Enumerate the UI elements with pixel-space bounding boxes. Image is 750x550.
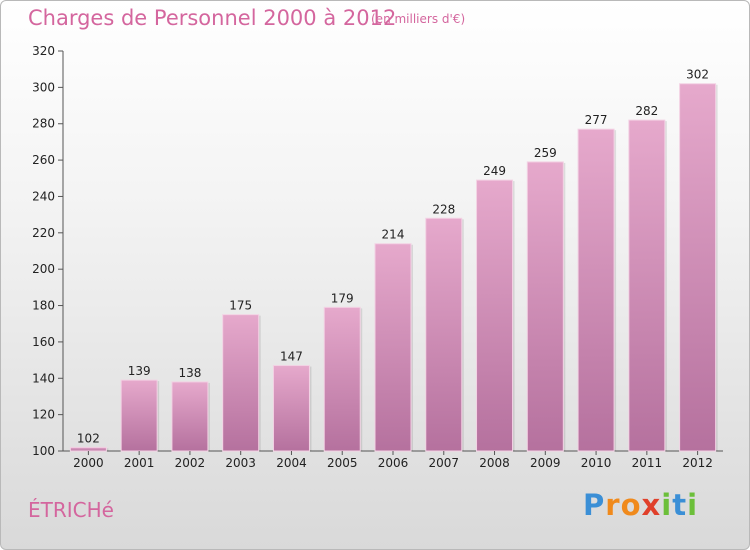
value-label-2005: 179 xyxy=(331,291,354,305)
logo-letter: i xyxy=(661,488,673,522)
y-tick-label: 240 xyxy=(32,189,55,203)
x-tick-label-2005: 2005 xyxy=(327,456,358,470)
x-tick-label-2008: 2008 xyxy=(479,456,510,470)
town-name: ÉTRICHé xyxy=(28,498,114,522)
proxiti-logo: Proxiti xyxy=(583,488,698,522)
bar-2009 xyxy=(526,161,564,452)
y-tick-label: 160 xyxy=(32,335,55,349)
bar-2008 xyxy=(476,179,514,452)
bar-2012 xyxy=(679,83,717,452)
x-tick-label-2001: 2001 xyxy=(124,456,155,470)
y-tick-label: 220 xyxy=(32,226,55,240)
bar-2007 xyxy=(425,217,463,452)
x-tick-label-2012: 2012 xyxy=(682,456,713,470)
logo-letter: t xyxy=(672,488,688,522)
value-label-2010: 277 xyxy=(585,113,608,127)
value-label-2009: 259 xyxy=(534,146,557,160)
bar-2006 xyxy=(374,243,412,452)
y-tick-label: 120 xyxy=(32,408,55,422)
bar-2010 xyxy=(577,128,615,452)
x-tick-label-2011: 2011 xyxy=(632,456,663,470)
x-tick-label-2004: 2004 xyxy=(276,456,307,470)
value-label-2004: 147 xyxy=(280,350,303,364)
bar-2002 xyxy=(171,381,209,452)
value-label-2007: 228 xyxy=(432,202,455,216)
value-label-2008: 249 xyxy=(483,164,506,178)
y-tick-label: 100 xyxy=(32,444,55,458)
x-tick-label-2009: 2009 xyxy=(530,456,561,470)
logo-letter: x xyxy=(641,488,662,522)
y-tick-label: 180 xyxy=(32,299,55,313)
chart-title: Charges de Personnel 2000 à 2012 xyxy=(28,6,397,30)
value-label-2001: 139 xyxy=(128,364,151,378)
bar-2004 xyxy=(272,365,310,452)
logo-letter: P xyxy=(583,488,606,522)
x-tick-label-2007: 2007 xyxy=(428,456,459,470)
bar-2011 xyxy=(628,119,666,452)
logo-letter: r xyxy=(605,488,621,522)
x-tick-label-2000: 2000 xyxy=(73,456,104,470)
y-tick-label: 320 xyxy=(32,44,55,58)
unit-note: (en milliers d'€) xyxy=(371,12,466,26)
y-tick-label: 280 xyxy=(32,117,55,131)
x-tick-label-2003: 2003 xyxy=(225,456,256,470)
x-tick-label-2006: 2006 xyxy=(378,456,409,470)
y-tick-label: 200 xyxy=(32,262,55,276)
bar-2005 xyxy=(323,306,361,452)
value-label-2006: 214 xyxy=(382,228,405,242)
x-tick-label-2002: 2002 xyxy=(175,456,206,470)
bar-2003 xyxy=(222,314,260,452)
value-label-2000: 102 xyxy=(77,431,100,445)
logo-letter: i xyxy=(687,488,699,522)
bar-2000 xyxy=(69,446,107,452)
value-label-2011: 282 xyxy=(635,104,658,118)
value-label-2002: 138 xyxy=(178,366,201,380)
y-tick-label: 300 xyxy=(32,80,55,94)
value-label-2012: 302 xyxy=(686,68,709,82)
y-tick-label: 260 xyxy=(32,153,55,167)
value-label-2003: 175 xyxy=(229,299,252,313)
x-tick-label-2010: 2010 xyxy=(581,456,612,470)
y-tick-label: 140 xyxy=(32,371,55,385)
logo-letter: o xyxy=(620,488,642,522)
bar-2001 xyxy=(120,379,158,452)
